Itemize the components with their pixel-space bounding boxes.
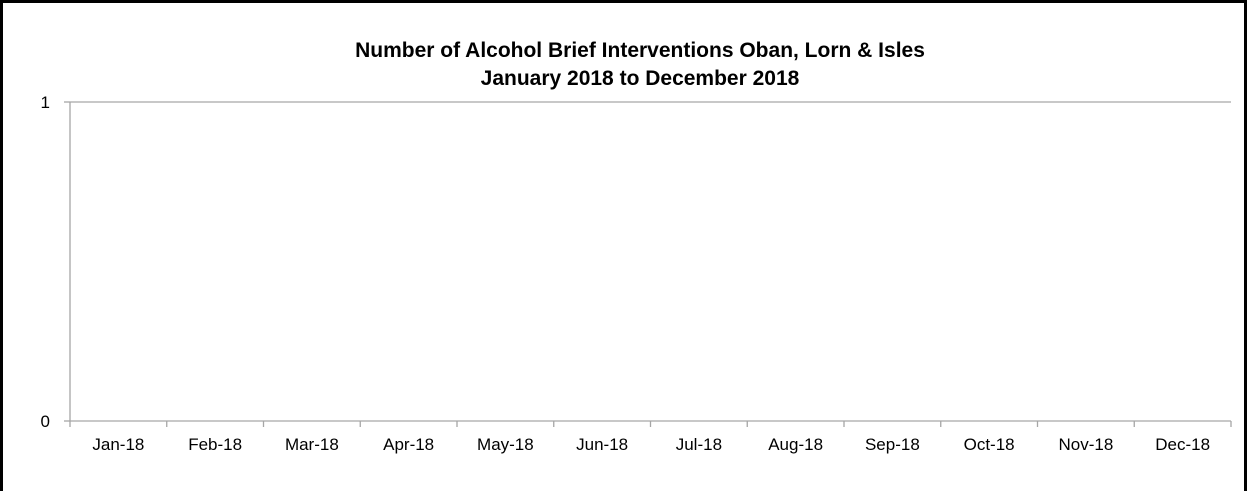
- x-tick-label: Aug-18: [768, 435, 823, 454]
- chart-subtitle: January 2018 to December 2018: [481, 67, 800, 90]
- plot-area: 0 1 Jan-18 Feb-18 Mar-18 Apr-18 May-18 Jun-18 Ju…: [41, 93, 1232, 454]
- chart: Number of Alcohol Brief Interventions Ob…: [41, 39, 1232, 454]
- x-tick-label: Jul-18: [676, 435, 722, 454]
- x-tick-label: Dec-18: [1155, 435, 1210, 454]
- chart-title: Number of Alcohol Brief Interventions Ob…: [355, 39, 925, 62]
- x-tick-label: May-18: [477, 435, 534, 454]
- x-tick-label: Mar-18: [285, 435, 339, 454]
- x-tick-label: Feb-18: [188, 435, 242, 454]
- x-tick-label: Sep-18: [865, 435, 920, 454]
- x-tick-label: Oct-18: [964, 435, 1015, 454]
- y-tick-label: 1: [41, 93, 50, 112]
- x-tick-label: Jun-18: [576, 435, 628, 454]
- x-tick-label: Nov-18: [1058, 435, 1113, 454]
- x-tick-label: Jan-18: [92, 435, 144, 454]
- y-tick-label: 0: [41, 412, 50, 431]
- x-tick-label: Apr-18: [383, 435, 434, 454]
